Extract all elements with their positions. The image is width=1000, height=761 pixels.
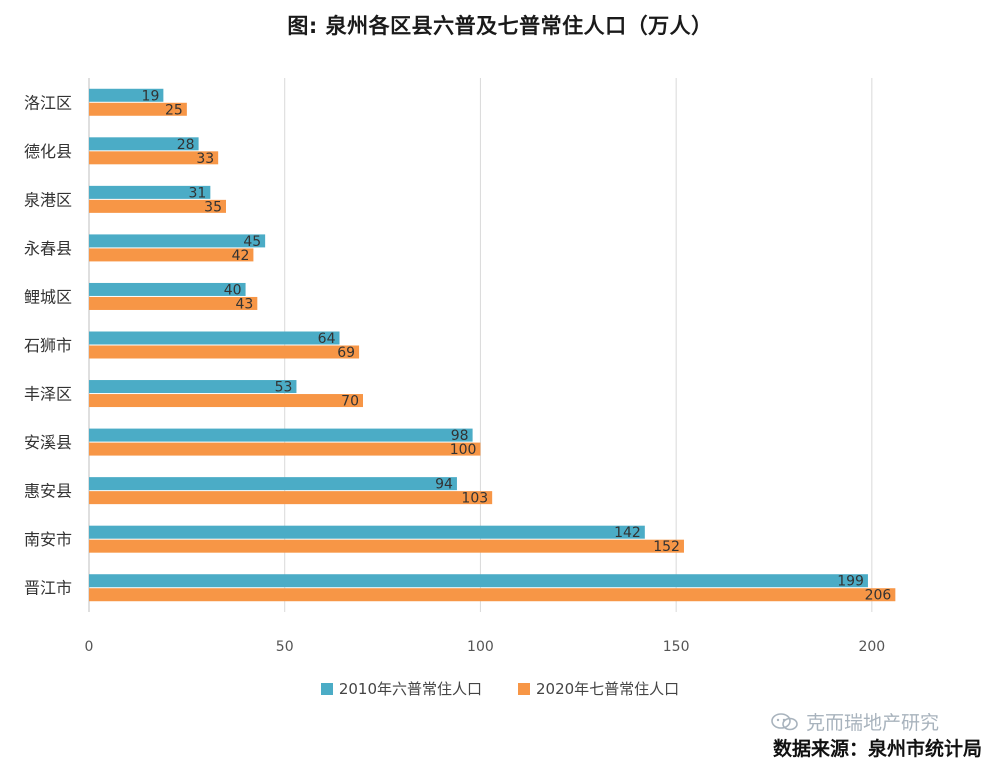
category-label: 南安市 xyxy=(24,530,72,549)
source-note: 数据来源：泉州市统计局 xyxy=(772,738,982,760)
wechat-icon xyxy=(771,712,798,730)
data-label: 40 xyxy=(224,282,242,298)
data-label: 103 xyxy=(461,491,488,507)
bar-2010 xyxy=(89,282,246,296)
bar-2020 xyxy=(89,491,493,505)
data-label: 19 xyxy=(142,88,160,104)
x-tick-label: 0 xyxy=(85,639,94,655)
data-label: 100 xyxy=(450,442,477,458)
data-label: 43 xyxy=(235,296,253,312)
bar-2020 xyxy=(89,394,363,408)
bar-2010 xyxy=(89,477,457,491)
data-label: 98 xyxy=(451,428,469,444)
bar-2020 xyxy=(89,442,481,456)
category-label: 惠安县 xyxy=(24,482,72,501)
bar-2020 xyxy=(89,151,219,165)
category-label: 德化县 xyxy=(24,142,72,161)
category-label: 石狮市 xyxy=(24,336,72,355)
data-label: 25 xyxy=(165,102,183,118)
bar-2020 xyxy=(89,248,254,262)
watermark-text: 克而瑞地产研究 xyxy=(806,712,940,734)
bar-2010 xyxy=(89,428,473,442)
legend-item-2020: 2020年七普常住人口 xyxy=(518,678,679,699)
bar-chart: 1925283331354542404364695370981009410314… xyxy=(24,78,896,655)
data-label: 31 xyxy=(189,185,207,201)
data-label: 45 xyxy=(243,234,261,250)
legend-swatch-2010 xyxy=(320,682,333,695)
data-label: 35 xyxy=(204,199,222,215)
category-label: 永春县 xyxy=(24,239,72,258)
bar-2010 xyxy=(89,331,340,345)
bar-2020 xyxy=(89,296,258,310)
data-label: 142 xyxy=(614,525,641,541)
watermark: 克而瑞地产研究 xyxy=(770,708,939,735)
data-label: 53 xyxy=(275,380,293,396)
data-label: 70 xyxy=(341,394,359,410)
x-tick-labels: 0 50 100 150 200 xyxy=(85,639,886,655)
data-label: 94 xyxy=(435,477,453,493)
bar-2020 xyxy=(89,539,684,553)
bar-2010 xyxy=(89,185,211,199)
x-tick-label: 50 xyxy=(276,639,294,655)
bar-2020 xyxy=(89,102,187,116)
category-label: 晋江市 xyxy=(24,579,72,598)
grid-lines xyxy=(88,78,873,612)
bar-2010 xyxy=(89,525,645,539)
data-label: 199 xyxy=(837,574,864,590)
legend-label-2020: 2020年七普常住人口 xyxy=(536,680,680,698)
bar-2010 xyxy=(89,574,868,588)
data-label: 64 xyxy=(318,331,336,347)
bar-2020 xyxy=(89,588,896,602)
x-tick-label: 200 xyxy=(858,639,885,655)
data-label: 33 xyxy=(196,151,214,167)
data-label: 206 xyxy=(865,588,892,604)
x-tick-label: 150 xyxy=(663,639,690,655)
category-label: 泉港区 xyxy=(24,190,72,209)
data-label: 152 xyxy=(653,539,680,555)
category-label: 丰泽区 xyxy=(24,385,72,404)
bars xyxy=(89,88,896,602)
bar-2010 xyxy=(89,137,199,151)
chart-title: 图: 泉州各区县六普及七普常住人口（万人） xyxy=(287,14,713,38)
bar-2020 xyxy=(89,345,360,359)
legend-swatch-2020 xyxy=(518,682,530,695)
data-label: 42 xyxy=(232,248,250,264)
data-label: 69 xyxy=(337,345,355,361)
legend: 2010年六普常住人口 2020年七普常住人口 xyxy=(0,678,1000,699)
bar-2010 xyxy=(89,380,297,394)
bar-2010 xyxy=(89,234,266,248)
category-label: 洛江区 xyxy=(24,93,72,112)
bar-2010 xyxy=(89,88,164,102)
data-label: 28 xyxy=(177,137,195,153)
category-label: 鲤城区 xyxy=(24,287,72,306)
legend-item-2010: 2010年六普常住人口 xyxy=(320,678,482,699)
category-label: 安溪县 xyxy=(24,433,72,452)
legend-label-2010: 2010年六普常住人口 xyxy=(338,680,482,698)
x-tick-label: 100 xyxy=(467,639,494,655)
bar-2020 xyxy=(89,199,226,213)
